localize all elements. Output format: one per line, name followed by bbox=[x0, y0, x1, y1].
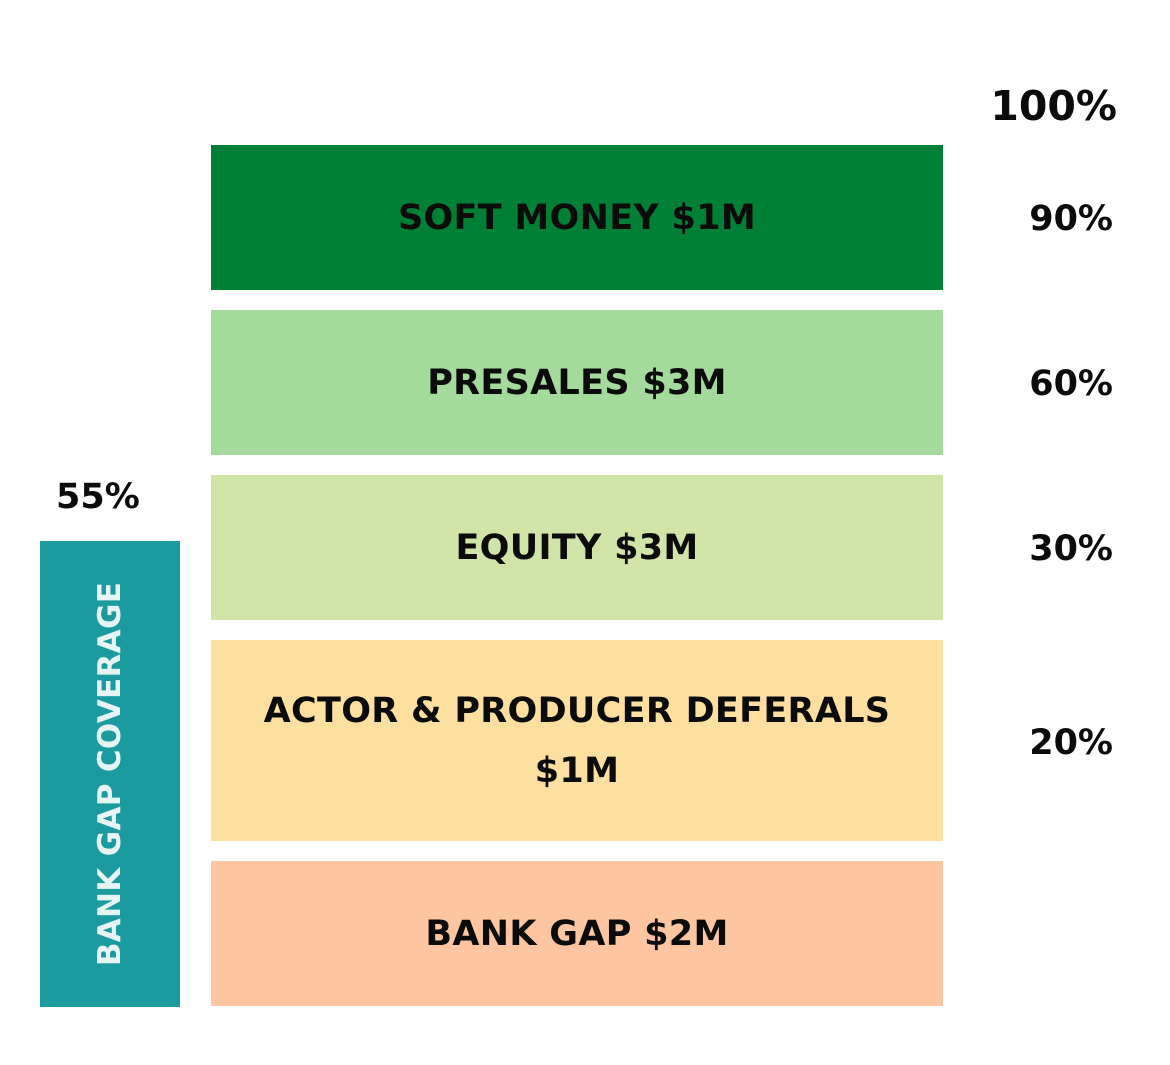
percent-90-label: 90% bbox=[1029, 199, 1113, 239]
bank-gap-coverage-bar: BANK GAP COVERAGE bbox=[40, 541, 180, 1007]
equity-label: EQUITY $3M bbox=[455, 527, 699, 568]
bank-gap-coverage-label: BANK GAP COVERAGE bbox=[92, 581, 128, 967]
percent-55-label: 55% bbox=[56, 477, 140, 517]
bank-gap-label: BANK GAP $2M bbox=[425, 913, 729, 954]
percent-60-label: 60% bbox=[1029, 364, 1113, 404]
soft-money-block: SOFT MONEY $1M bbox=[211, 145, 943, 290]
deferrals-label: ACTOR & PRODUCER DEFERALS $1M bbox=[263, 690, 891, 791]
soft-money-label: SOFT MONEY $1M bbox=[398, 197, 756, 238]
presales-label: PRESALES $3M bbox=[427, 362, 727, 403]
percent-20-label: 20% bbox=[1029, 723, 1113, 763]
percent-100-label: 100% bbox=[990, 82, 1117, 130]
bank-gap-block: BANK GAP $2M bbox=[211, 861, 943, 1006]
deferrals-block: ACTOR & PRODUCER DEFERALS $1M bbox=[211, 640, 943, 841]
equity-block: EQUITY $3M bbox=[211, 475, 943, 620]
percent-30-label: 30% bbox=[1029, 529, 1113, 569]
presales-block: PRESALES $3M bbox=[211, 310, 943, 455]
